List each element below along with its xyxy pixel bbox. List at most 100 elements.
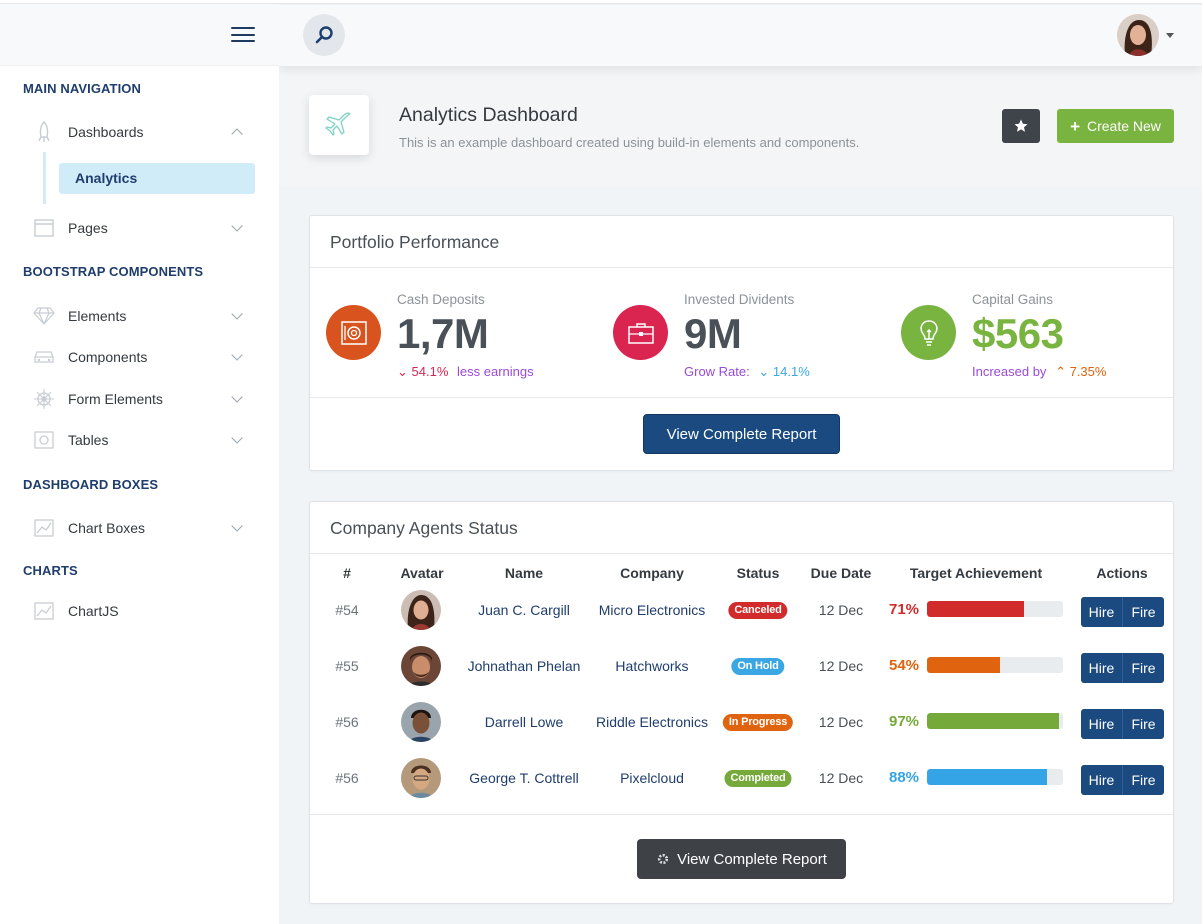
widget-note: Grow Rate: [684,364,750,379]
row-number: #56 [335,770,359,786]
avatar [401,702,441,742]
gear-icon [657,853,669,865]
hire-button[interactable]: Hire [1081,709,1122,739]
card-title: Company Agents Status [330,518,518,538]
chevron-down-icon [231,220,243,232]
page-title-area: Analytics Dashboard This is an example d… [279,66,1202,186]
sidebar-label: Elements [68,308,127,324]
chevron-down-icon: ⌄ [758,364,770,379]
sidebar-label: Tables [68,432,109,448]
progress-bar [927,769,1063,785]
action-buttons: Hire Fire [1081,653,1164,683]
divider [310,267,1173,268]
agent-name[interactable]: George T. Cottrell [469,770,579,786]
agent-company: Hatchworks [615,658,689,674]
due-date: 12 Dec [818,658,864,674]
widget-label: Cash Deposits [397,292,485,307]
widget-change: 14.1% [772,364,810,379]
agent-name[interactable]: Juan C. Cargill [478,602,570,618]
hire-button[interactable]: Hire [1081,653,1122,683]
sidebar-item-chart-boxes[interactable]: Chart Boxes [22,511,257,545]
status-badge: In Progress [722,714,794,731]
sidebar-label: Chart Boxes [68,520,146,536]
column-header-company: Company [620,565,684,581]
widget-value: 9M [684,310,742,357]
chevron-down-icon [231,432,243,444]
search-button[interactable] [303,14,345,56]
fire-button[interactable]: Fire [1122,653,1164,683]
cash-icon [326,305,381,360]
column-header-avatar: Avatar [400,565,444,581]
search-icon [315,26,333,44]
plane-icon [309,95,369,155]
sidebar-item-dashboards[interactable]: Dashboards [22,115,257,149]
target-percent: 88% [889,769,920,786]
progress-bar [927,601,1063,617]
sidebar-header [0,0,279,66]
widget-note: Increased by [972,364,1047,379]
progress-fill [927,601,1024,617]
target-percent: 71% [889,601,920,618]
fire-button[interactable]: Fire [1122,597,1164,627]
sidebar-label: ChartJS [68,603,119,619]
agent-name[interactable]: Darrell Lowe [484,714,564,730]
due-date: 12 Dec [818,602,864,618]
view-complete-report-button[interactable]: View Complete Report [637,839,846,879]
hire-button[interactable]: Hire [1081,765,1122,795]
agent-name[interactable]: Johnathan Phelan [467,658,581,674]
favorite-button[interactable] [1002,109,1040,143]
submenu-line [43,152,46,204]
chevron-up-icon [231,128,243,140]
avatar [401,590,441,630]
helm-icon [33,388,55,410]
user-avatar[interactable] [1117,14,1159,56]
fire-button[interactable]: Fire [1122,765,1164,795]
progress-bar [927,657,1063,673]
report-label: View Complete Report [677,850,827,868]
table-row: #56 George T. Cottrell Pixelcloud Comple… [310,750,1172,806]
sidebar-item-analytics[interactable]: Analytics [59,163,255,194]
progress-fill [927,769,1047,785]
table-row: #54 Juan C. Cargill Micro Electronics Ca… [310,582,1172,638]
sidebar-label: Dashboards [68,124,144,140]
target-percent: 54% [889,657,920,674]
column-header-num: # [343,565,351,581]
card-title: Portfolio Performance [330,232,500,252]
sidebar-label: Components [68,349,148,365]
avatar [401,646,441,686]
action-buttons: Hire Fire [1081,765,1164,795]
chart-icon [33,600,55,622]
agent-company: Pixelcloud [620,770,684,786]
widget-subtext: Grow Rate: ⌄ 14.1% [684,364,810,380]
hamburger-menu-icon[interactable] [231,27,255,42]
sidebar-item-form-elements[interactable]: Form Elements [22,382,257,416]
hire-button[interactable]: Hire [1081,597,1122,627]
fire-button[interactable]: Fire [1122,709,1164,739]
widget-value: $563 [972,310,1064,357]
agents-card: Company Agents Status # Avatar Name Comp… [309,501,1174,904]
sidebar-item-chartjs[interactable]: ChartJS [22,594,257,628]
divider [310,553,1173,554]
column-header-status: Status [736,565,780,581]
create-new-label: Create New [1087,118,1161,134]
sidebar-item-elements[interactable]: Elements [22,299,257,333]
table-row: #56 Darrell Lowe Riddle Electronics In P… [310,694,1172,750]
widget-label: Capital Gains [972,292,1054,307]
divider [310,397,1173,398]
status-badge: Completed [724,770,792,787]
row-number: #55 [335,658,359,674]
sidebar-item-components[interactable]: Components [22,340,257,374]
create-new-button[interactable]: + Create New [1057,109,1174,143]
widget-label: Invested Dividents [684,292,795,307]
top-border [0,0,1202,4]
progress-bar [927,713,1063,729]
sidebar-item-pages[interactable]: Pages [22,211,257,245]
chevron-down-icon [231,391,243,403]
caret-down-icon[interactable] [1166,33,1174,38]
column-header-actions: Actions [1096,565,1148,581]
diamond-icon [33,305,55,327]
column-header-name: Name [504,565,544,581]
sidebar-item-tables[interactable]: Tables [22,423,257,457]
column-header-due-date: Due Date [810,565,872,581]
view-complete-report-button[interactable]: View Complete Report [643,414,840,454]
